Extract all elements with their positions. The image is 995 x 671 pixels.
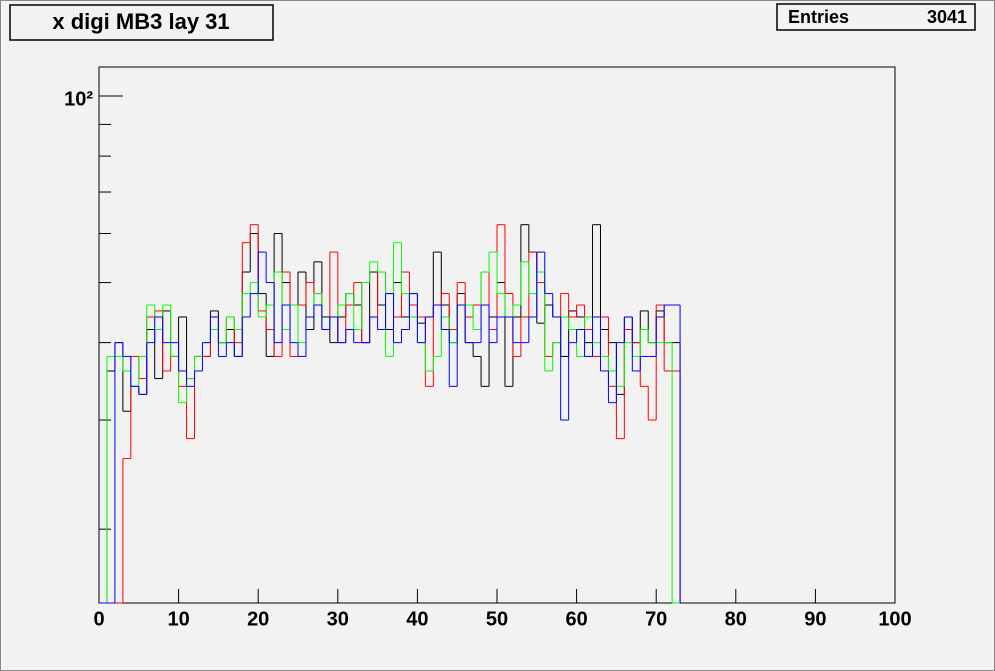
x-tick-label: 40	[406, 608, 428, 630]
x-tick-label: 60	[565, 608, 587, 630]
x-tick-label: 0	[93, 608, 104, 630]
x-tick-label: 30	[327, 608, 349, 630]
x-tick-label: 10	[167, 608, 189, 630]
x-tick-label: 70	[645, 608, 667, 630]
stats-value: 3041	[927, 7, 967, 27]
x-tick-label: 80	[725, 608, 747, 630]
y-tick-label: 10²	[64, 88, 93, 110]
x-tick-label: 100	[878, 608, 911, 630]
chart-title: x digi MB3 lay 31	[52, 9, 229, 34]
x-tick-label: 90	[804, 608, 826, 630]
x-tick-label: 20	[247, 608, 269, 630]
title-box	[9, 4, 274, 41]
stats-box	[776, 3, 976, 31]
x-tick-label: 50	[486, 608, 508, 630]
stats-label: Entries	[788, 7, 849, 27]
